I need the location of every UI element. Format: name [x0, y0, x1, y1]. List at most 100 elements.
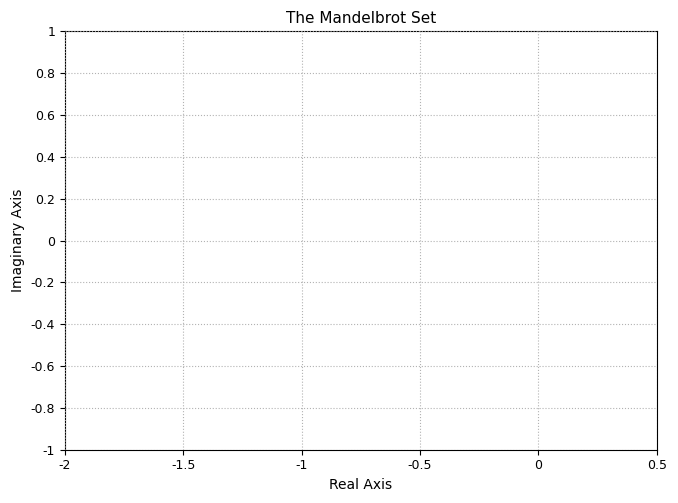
- Point: [564, 137, 575, 145]
- Point: [426, 348, 437, 356]
- Point: [540, 161, 551, 169]
- Point: [524, 336, 535, 344]
- Point: [424, 307, 435, 315]
- Point: [376, 302, 386, 310]
- Point: [303, 254, 314, 262]
- Point: [422, 310, 433, 318]
- Point: [458, 111, 468, 119]
- Point: [513, 361, 523, 369]
- Point: [572, 225, 582, 233]
- Point: [244, 236, 255, 244]
- Point: [592, 124, 603, 132]
- Point: [506, 361, 517, 369]
- Point: [570, 234, 581, 242]
- Point: [397, 330, 408, 339]
- Point: [558, 137, 569, 145]
- Point: [465, 150, 476, 158]
- Point: [459, 148, 470, 156]
- Point: [427, 281, 438, 289]
- Point: [294, 214, 305, 222]
- Point: [617, 257, 628, 265]
- Point: [487, 276, 498, 284]
- Point: [393, 230, 403, 238]
- Point: [598, 223, 609, 231]
- Point: [413, 203, 424, 211]
- Point: [256, 252, 266, 260]
- Point: [374, 185, 384, 193]
- Point: [451, 106, 462, 114]
- Point: [546, 128, 557, 136]
- Point: [543, 167, 554, 176]
- Point: [475, 302, 485, 310]
- Point: [401, 282, 412, 290]
- Point: [456, 232, 466, 240]
- Point: [528, 276, 539, 284]
- Point: [472, 198, 483, 206]
- Point: [401, 268, 412, 276]
- Point: [402, 213, 413, 221]
- Point: [502, 135, 513, 143]
- Point: [412, 174, 422, 182]
- Point: [514, 327, 525, 335]
- Point: [529, 123, 540, 131]
- Point: [509, 416, 520, 425]
- Point: [497, 64, 508, 72]
- Point: [546, 278, 557, 286]
- Point: [531, 159, 542, 167]
- Point: [488, 223, 499, 231]
- Point: [458, 114, 469, 122]
- Point: [606, 346, 617, 354]
- Point: [568, 309, 579, 317]
- Point: [496, 283, 506, 291]
- Point: [267, 285, 278, 293]
- Point: [540, 176, 551, 184]
- Point: [509, 359, 520, 367]
- Point: [608, 156, 619, 164]
- Point: [595, 218, 606, 226]
- Point: [485, 332, 496, 341]
- Point: [319, 209, 330, 217]
- Point: [530, 329, 540, 338]
- Point: [546, 287, 557, 295]
- Point: [568, 119, 579, 127]
- Point: [564, 194, 575, 202]
- Point: [524, 182, 535, 190]
- Point: [524, 267, 535, 275]
- Point: [470, 291, 481, 299]
- Point: [442, 280, 453, 288]
- Point: [478, 233, 489, 241]
- Point: [573, 231, 584, 239]
- Point: [301, 204, 312, 212]
- Point: [478, 279, 489, 287]
- Point: [586, 307, 597, 315]
- Point: [310, 240, 321, 248]
- Point: [408, 353, 419, 361]
- Point: [540, 321, 551, 329]
- Point: [483, 173, 494, 181]
- Point: [574, 201, 584, 209]
- Point: [521, 256, 532, 264]
- Point: [443, 196, 454, 204]
- Point: [370, 290, 381, 298]
- Point: [573, 131, 584, 139]
- Point: [586, 336, 597, 344]
- Point: [339, 268, 350, 276]
- Point: [532, 198, 542, 206]
- Point: [271, 192, 281, 200]
- Point: [450, 324, 460, 332]
- Point: [306, 280, 317, 288]
- Point: [260, 195, 271, 203]
- Point: [453, 322, 464, 330]
- Point: [498, 387, 509, 395]
- Point: [638, 165, 649, 174]
- Point: [473, 319, 484, 327]
- Point: [523, 174, 534, 182]
- Point: [542, 173, 553, 181]
- Point: [566, 222, 577, 230]
- Point: [585, 268, 596, 276]
- Point: [626, 171, 637, 179]
- Point: [415, 265, 426, 273]
- Point: [479, 326, 490, 334]
- Point: [356, 250, 367, 258]
- Point: [532, 293, 542, 301]
